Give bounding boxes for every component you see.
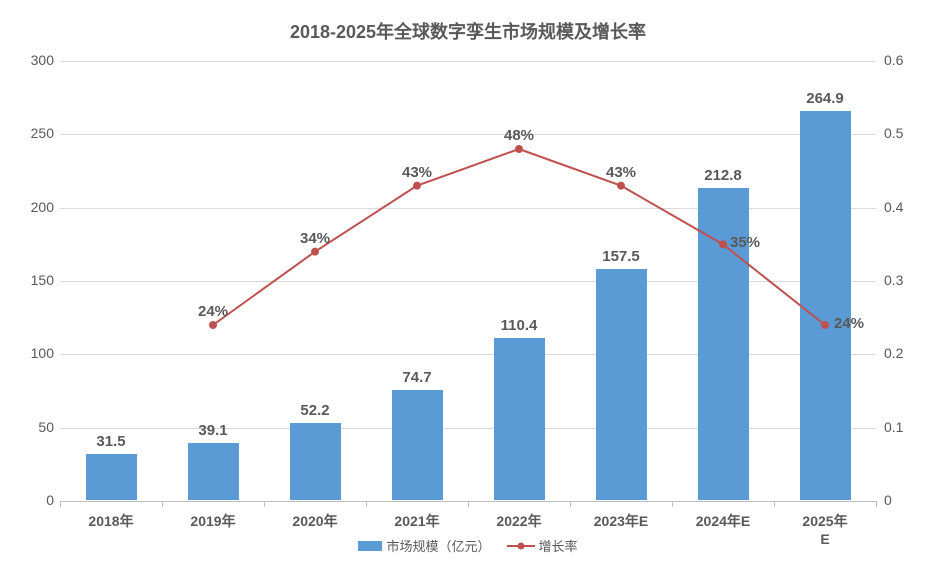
legend-label: 市场规模（亿元） [386, 536, 490, 555]
x-category-label: 2020年 [292, 511, 337, 531]
line-marker [413, 182, 421, 190]
line-marker [821, 321, 829, 329]
line-marker [719, 240, 727, 248]
x-category-label: 2023年E [594, 511, 648, 531]
chart-container: 2018-2025年全球数字孪生市场规模及增长率 050100150200250… [0, 0, 936, 578]
chart-title: 2018-2025年全球数字孪生市场规模及增长率 [0, 18, 936, 44]
y-left-tick-label: 0 [10, 492, 54, 508]
x-tick [60, 501, 61, 507]
x-tick [672, 501, 673, 507]
line-value-label: 24% [198, 303, 228, 320]
y-right-tick-label: 0.5 [884, 125, 903, 141]
x-tick [774, 501, 775, 507]
line-value-label: 43% [402, 164, 432, 181]
line-value-label: 43% [606, 164, 636, 181]
y-right-tick-label: 0.3 [884, 272, 903, 288]
line-value-label: 24% [834, 315, 864, 332]
y-left-tick-label: 200 [10, 199, 54, 215]
legend: 市场规模（亿元） 增长率 [0, 536, 936, 555]
y-right-tick-label: 0.4 [884, 199, 903, 215]
x-category-label: 2018年 [88, 511, 133, 531]
x-tick [570, 501, 571, 507]
plot-area: 05010015020025030000.10.20.30.40.50.6201… [60, 60, 876, 500]
x-category-label: 2019年 [190, 511, 235, 531]
y-left-tick-label: 250 [10, 125, 54, 141]
line-marker [209, 321, 217, 329]
line-value-label: 35% [730, 234, 760, 251]
x-tick [876, 501, 877, 507]
legend-item: 增长率 [507, 536, 578, 555]
y-right-tick-label: 0.1 [884, 419, 903, 435]
line-marker [617, 182, 625, 190]
line-marker [311, 248, 319, 256]
y-right-tick-label: 0.6 [884, 52, 903, 68]
y-left-tick-label: 50 [10, 419, 54, 435]
y-right-tick-label: 0.2 [884, 345, 903, 361]
y-left-tick-label: 150 [10, 272, 54, 288]
x-category-label: 2021年 [394, 511, 439, 531]
y-right-tick-label: 0 [884, 492, 892, 508]
growth-line [60, 61, 876, 501]
legend-swatch-line [507, 541, 535, 551]
x-tick [468, 501, 469, 507]
x-category-label: 2022年 [496, 511, 541, 531]
legend-label: 增长率 [539, 536, 578, 555]
x-tick [264, 501, 265, 507]
x-tick [366, 501, 367, 507]
legend-item: 市场规模（亿元） [358, 536, 490, 555]
y-left-tick-label: 300 [10, 52, 54, 68]
x-tick [162, 501, 163, 507]
line-value-label: 48% [504, 127, 534, 144]
legend-swatch-bar [358, 541, 382, 551]
y-left-tick-label: 100 [10, 345, 54, 361]
line-value-label: 34% [300, 230, 330, 247]
line-marker [515, 145, 523, 153]
x-category-label: 2024年E [696, 511, 750, 531]
